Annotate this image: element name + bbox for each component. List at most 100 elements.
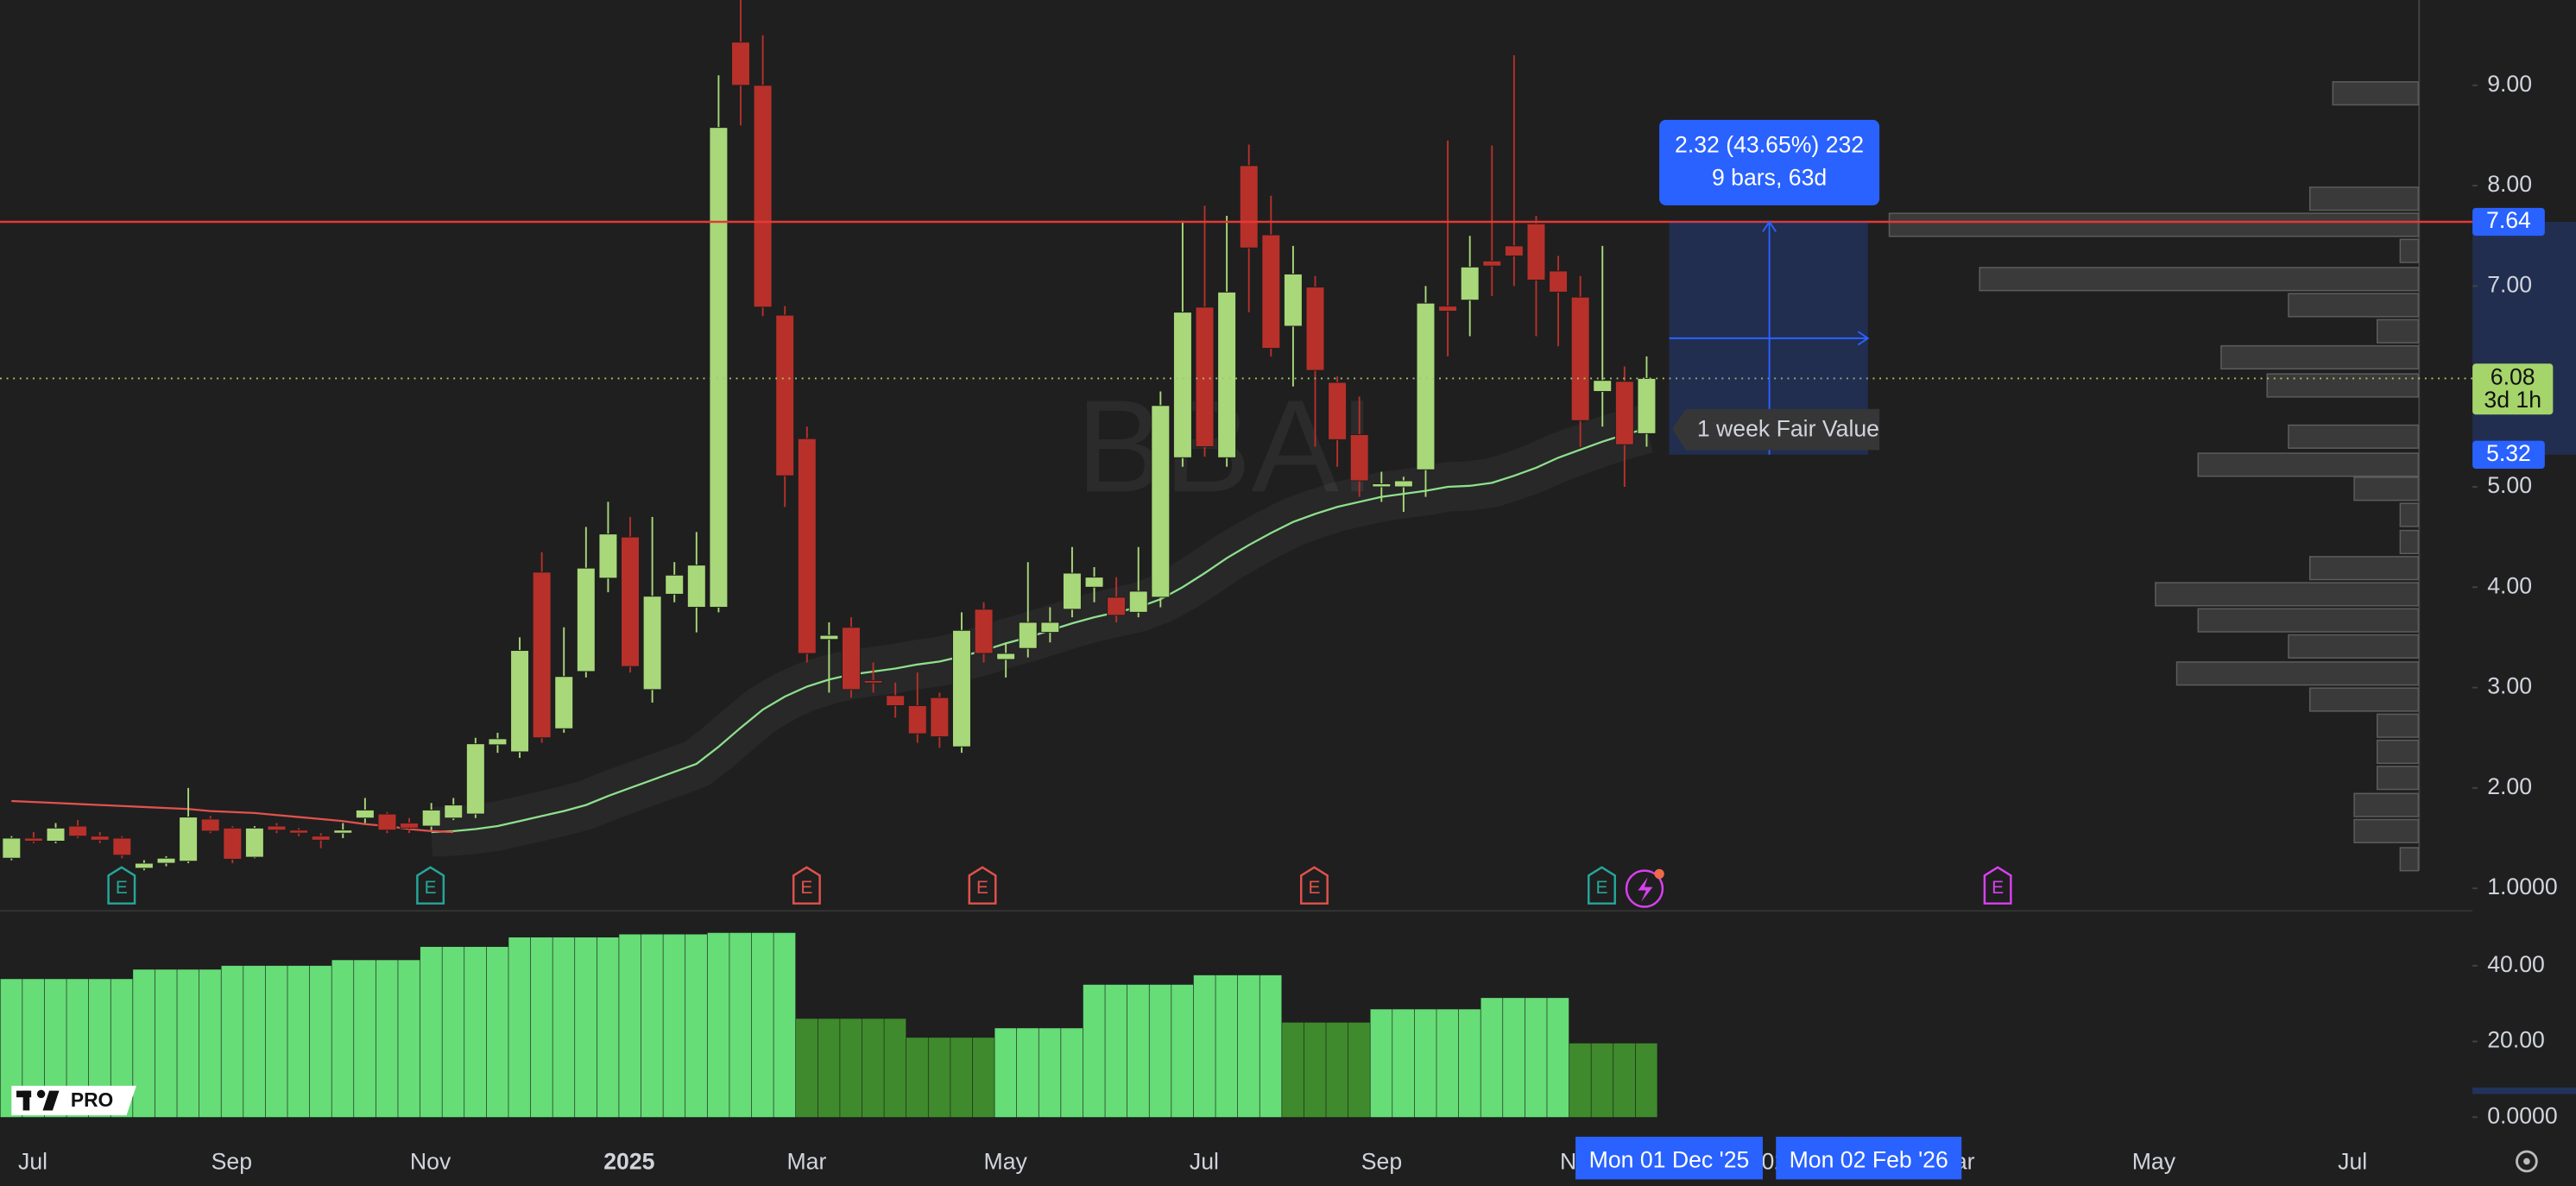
moving-average [431, 427, 1647, 834]
profile-bar [2308, 556, 2420, 581]
y-tick-label: 9.00 [2487, 71, 2532, 97]
date-badge [1575, 1136, 1763, 1180]
profile-bar [2266, 373, 2420, 398]
profile-bar [2376, 319, 2420, 344]
indicator-bar [376, 960, 398, 1118]
event-marker[interactable] [1588, 866, 1616, 905]
event-marker[interactable] [416, 866, 445, 905]
candle-body [1416, 302, 1436, 470]
profile-bar [2399, 502, 2420, 527]
candle-body [1393, 480, 1413, 488]
candle-body [1438, 306, 1458, 312]
profile-bar [2308, 186, 2420, 211]
candle-body [576, 567, 596, 672]
candle-body [311, 836, 331, 841]
event-marker[interactable] [1983, 866, 2012, 905]
indicator-bar [1591, 1043, 1613, 1118]
y-tick-label: 40.00 [2487, 951, 2545, 977]
candle-body [112, 837, 132, 856]
indicator-bar [1304, 1022, 1326, 1118]
measure-badge-label: 5.32 [2486, 440, 2531, 466]
candle-body [1526, 223, 1546, 281]
settings-core [2523, 1158, 2530, 1165]
indicator-bar [1635, 1043, 1657, 1118]
indicator-bar [552, 937, 575, 1118]
candle-body [488, 738, 508, 746]
event-marker[interactable] [107, 866, 136, 905]
measure-tooltip [1659, 119, 1880, 205]
y-tick-label: 0.0000 [2487, 1102, 2557, 1128]
y-tick-label: 8.00 [2487, 171, 2532, 197]
indicator-bar [1260, 975, 1282, 1118]
measure-sublabel: 9 bars, 63d [1712, 164, 1827, 190]
indicator-bar [972, 1038, 994, 1118]
indicator-bar [1039, 1028, 1061, 1118]
candle-body [863, 679, 883, 684]
candle-body [907, 705, 927, 735]
indicator-bar [1392, 1009, 1415, 1118]
candle-body [377, 813, 397, 831]
candle-body [267, 825, 287, 831]
indicator-bar [729, 932, 752, 1118]
candle-body [1460, 266, 1480, 301]
fair-value-label: 1 week Fair Value [1697, 416, 1879, 442]
profile-bar [2197, 452, 2420, 477]
candle-body [1040, 621, 1060, 634]
x-tick-label: May [2132, 1148, 2176, 1174]
indicator-bar [796, 1019, 818, 1118]
candle-body [532, 571, 552, 739]
candle-body [1570, 296, 1590, 421]
indicator-bar [1613, 1043, 1636, 1118]
indicator-bar [751, 932, 773, 1118]
y-tick-label: 5.00 [2487, 472, 2532, 498]
profile-bar [2175, 661, 2420, 686]
candle-body [46, 827, 66, 842]
y-tick-label: 3.00 [2487, 673, 2532, 699]
candle-body [156, 857, 176, 864]
profile-bar [1888, 212, 2420, 237]
profile-bar [2353, 818, 2420, 843]
settings-icon[interactable] [2516, 1150, 2538, 1173]
indicator-bar [906, 1038, 928, 1118]
candle-body [842, 627, 861, 691]
indicator-bar [597, 937, 619, 1118]
event-marker[interactable] [1299, 866, 1329, 905]
indicator-bar [1436, 1009, 1459, 1118]
indicator-bar [331, 960, 354, 1118]
event-marker[interactable] [968, 866, 997, 905]
x-tick-label: Jul [18, 1148, 47, 1174]
candle-body [1305, 287, 1325, 371]
indicator-bar [177, 969, 199, 1118]
indicator-bar [1370, 1009, 1392, 1118]
candle-body [23, 837, 43, 842]
candle-body [686, 565, 706, 609]
indicator-bar [486, 946, 508, 1118]
indicator-bar [928, 1038, 950, 1118]
candle-body [819, 634, 839, 640]
logo-mark-d [42, 1090, 60, 1111]
y-tick-label: 20.00 [2487, 1027, 2545, 1053]
indicator-bar [1016, 1028, 1039, 1118]
candle-body [400, 823, 420, 829]
candle-body [68, 825, 88, 837]
last-price-label: 6.08 [2491, 363, 2535, 389]
candle-body [444, 804, 464, 819]
event-label: E [116, 878, 128, 898]
candle-body [1549, 270, 1568, 293]
indicator-bar [884, 1019, 906, 1118]
candle-body [289, 830, 309, 834]
x-tick-label: 2025 [603, 1148, 654, 1174]
indicator-bar [1149, 984, 1171, 1118]
indicator-bar [1105, 984, 1127, 1118]
profile-bar [2332, 81, 2420, 106]
x-tick-label: Nov [410, 1148, 451, 1174]
x-tick-label: May [984, 1148, 1028, 1174]
candle-body [1151, 405, 1171, 598]
profile-bar [2399, 529, 2420, 555]
profile-bar [2376, 713, 2420, 738]
profile-bar [2353, 792, 2420, 817]
event-marker[interactable] [792, 866, 821, 905]
candle-body [930, 697, 950, 738]
